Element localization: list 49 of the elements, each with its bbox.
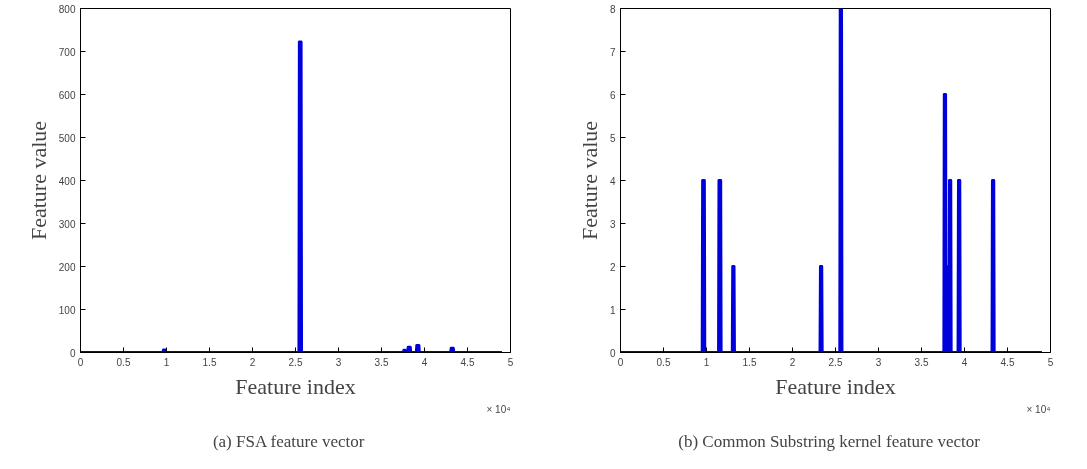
y-tick-label: 700 — [58, 46, 76, 58]
x-tick-label: 5 — [1047, 356, 1054, 368]
y-axis-title: Feature value — [25, 120, 51, 241]
x-tick-label: 4.5 — [460, 356, 475, 368]
y-tick-label: 0 — [69, 347, 76, 359]
y-tick-label: 7 — [609, 46, 616, 58]
y-tick-label: 600 — [58, 89, 76, 101]
y-tick-label: 3 — [609, 218, 616, 230]
x-tick-label: 1.5 — [742, 356, 757, 368]
x-tick-label: 3 — [875, 356, 882, 368]
x-tick-label: 4 — [961, 356, 968, 368]
x-tick-label: 1 — [703, 356, 710, 368]
x-tick-label: 1 — [163, 356, 170, 368]
y-tick-label: 400 — [58, 175, 76, 187]
y-tick-label: 6 — [609, 89, 616, 101]
x-tick-label: 2.5 — [828, 356, 843, 368]
x-tick-label: 0.5 — [656, 356, 671, 368]
y-tick-label: 0 — [609, 347, 616, 359]
x-tick-label: 2 — [249, 356, 256, 368]
y-axis-title: Feature value — [576, 120, 602, 241]
y-tick-label: 2 — [609, 261, 616, 273]
y-tick-label: 5 — [609, 132, 616, 144]
x-tick-label: 3.5 — [374, 356, 389, 368]
x-tick-label: 2 — [789, 356, 796, 368]
x-tick-label: 0 — [77, 356, 84, 368]
x-axis-title: Feature index — [775, 373, 896, 399]
text: × 10⁴ — [1026, 403, 1051, 415]
text: × 10⁴ — [486, 403, 511, 415]
x-tick-label: 1.5 — [202, 356, 217, 368]
y-tick-label: 300 — [58, 218, 76, 230]
y-tick-label: 100 — [58, 304, 76, 316]
text: (b) Common Substring kernel feature vector — [678, 431, 981, 451]
x-tick-label: 0.5 — [116, 356, 131, 368]
x-tick-label: 3.5 — [914, 356, 929, 368]
y-tick-label: 4 — [609, 175, 616, 187]
x-tick-label: 5 — [507, 356, 514, 368]
y-tick-label: 800 — [58, 3, 76, 15]
x-tick-label: 0 — [617, 356, 624, 368]
x-tick-label: 4 — [421, 356, 428, 368]
y-tick-label: 1 — [609, 304, 616, 316]
line-series — [80, 40, 504, 353]
x-tick-label: 3 — [335, 356, 342, 368]
y-tick-label: 500 — [58, 132, 76, 144]
x-axis-title: Feature index — [235, 373, 356, 399]
x-tick-label: 4.5 — [1000, 356, 1015, 368]
text: (a) FSA feature vector — [212, 431, 365, 451]
y-tick-label: 200 — [58, 261, 76, 273]
y-tick-label: 8 — [609, 3, 616, 15]
x-tick-label: 2.5 — [288, 356, 303, 368]
